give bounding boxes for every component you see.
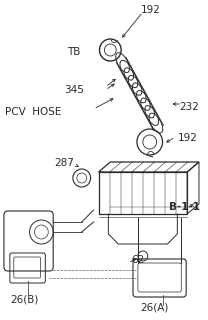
Text: 26(A): 26(A) xyxy=(140,303,168,313)
Text: 192: 192 xyxy=(141,5,161,15)
Text: B-1-1: B-1-1 xyxy=(170,202,201,212)
Text: 345: 345 xyxy=(64,85,84,95)
Text: TB: TB xyxy=(67,47,80,57)
Text: 62: 62 xyxy=(131,255,144,265)
Text: 192: 192 xyxy=(177,133,197,143)
Text: 26(B): 26(B) xyxy=(10,295,38,305)
Text: PCV  HOSE: PCV HOSE xyxy=(5,107,61,117)
Text: 232: 232 xyxy=(179,102,199,112)
Text: 287: 287 xyxy=(54,158,74,168)
